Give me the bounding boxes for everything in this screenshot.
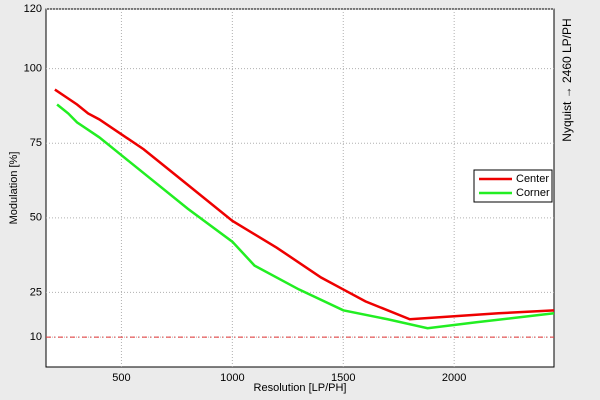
y-axis-label: Modulation [%]: [8, 152, 20, 225]
x-tick-label: 1000: [220, 372, 244, 384]
series-line: [56, 103, 555, 330]
y-tick-label: 25: [30, 286, 42, 298]
legend-label: Corner: [516, 187, 550, 199]
legend-box: [473, 169, 553, 203]
nyquist-label: Nyquist → 2460 LP/PH: [560, 18, 574, 141]
y-tick-label: 100: [24, 63, 42, 75]
x-tick-label: 500: [112, 372, 130, 384]
y-tick-label: 75: [30, 137, 42, 149]
x-axis-label: Resolution [LP/PH]: [254, 382, 347, 394]
y-tick-label: 120: [24, 3, 42, 15]
legend-label: Center: [516, 173, 549, 185]
y-tick-label: 10: [30, 331, 42, 343]
series-line: [54, 88, 555, 321]
x-tick-label: 1500: [331, 372, 355, 384]
y-tick-label: 50: [30, 212, 42, 224]
x-tick-label: 2000: [442, 372, 466, 384]
